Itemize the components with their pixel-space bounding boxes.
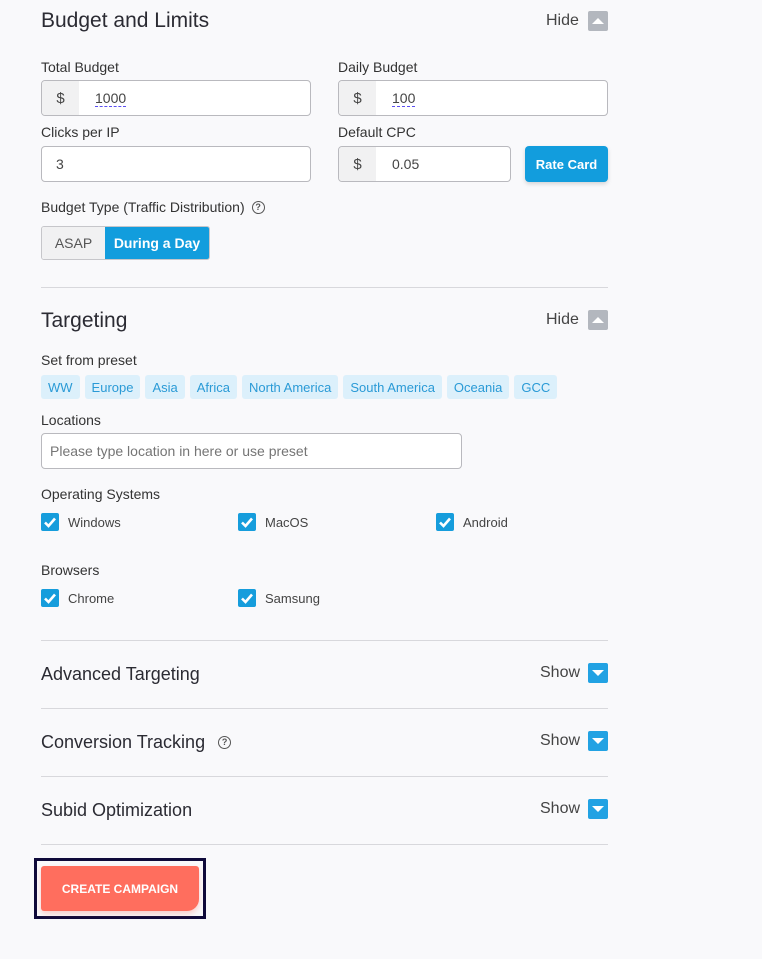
subid-optimization-title: Subid Optimization: [41, 800, 193, 820]
budget-type-toggle: ASAP During a Day: [41, 226, 210, 260]
dollar-prefix: $: [339, 147, 376, 181]
budget-type-during-a-day[interactable]: During a Day: [105, 227, 209, 259]
subid-optimization-show-toggle[interactable]: Show: [540, 799, 609, 819]
os-macos-checkbox[interactable]: MacOS: [238, 513, 308, 531]
os-android-label: Android: [463, 514, 508, 530]
chevron-up-icon: [587, 310, 608, 330]
help-icon[interactable]: ?: [251, 200, 265, 214]
budget-type-text: Budget Type (Traffic Distribution): [41, 199, 245, 215]
help-icon[interactable]: ?: [218, 735, 232, 749]
show-label: Show: [540, 800, 581, 817]
daily-budget-label: Daily Budget: [338, 59, 418, 75]
budget-type-label: Budget Type (Traffic Distribution) ?: [41, 198, 265, 216]
browser-samsung-checkbox[interactable]: Samsung: [238, 589, 320, 607]
preset-south-america[interactable]: South America: [343, 375, 442, 399]
preset-chips: WW Europe Asia Africa North America Sout…: [41, 375, 558, 399]
conversion-tracking-title: Conversion Tracking ?: [41, 729, 232, 755]
total-budget-label: Total Budget: [41, 59, 119, 75]
preset-north-america[interactable]: North America: [242, 375, 339, 399]
daily-budget-input[interactable]: $ 100: [338, 80, 608, 116]
browser-chrome-label: Chrome: [68, 590, 115, 606]
checkbox-checked-icon: [41, 589, 59, 607]
advanced-targeting-show-toggle[interactable]: Show: [540, 663, 609, 683]
show-label: Show: [540, 664, 581, 681]
conversion-tracking-show-toggle[interactable]: Show: [540, 731, 609, 751]
divider: [41, 640, 608, 641]
focus-outline: [34, 858, 206, 919]
default-cpc-label: Default CPC: [338, 124, 416, 140]
clicks-per-ip-input[interactable]: 3: [41, 146, 311, 182]
show-label: Show: [540, 732, 581, 749]
os-label: Operating Systems: [41, 486, 161, 502]
browsers-label: Browsers: [41, 562, 100, 578]
budget-type-asap[interactable]: ASAP: [42, 227, 105, 259]
targeting-section-title: Targeting: [41, 309, 128, 332]
divider: [41, 287, 608, 288]
chevron-down-icon: [588, 663, 609, 683]
chevron-down-icon: [588, 799, 609, 819]
checkbox-checked-icon: [41, 513, 59, 531]
clicks-per-ip-label: Clicks per IP: [41, 124, 120, 140]
dollar-prefix: $: [42, 81, 79, 115]
preset-africa[interactable]: Africa: [189, 375, 237, 399]
locations-input[interactable]: [41, 433, 462, 469]
default-cpc-input[interactable]: $ 0.05: [338, 146, 511, 182]
chevron-down-icon: [588, 731, 609, 751]
chevron-up-icon: [587, 11, 608, 31]
dollar-prefix: $: [339, 81, 376, 115]
os-windows-checkbox[interactable]: Windows: [41, 513, 121, 531]
budget-section-title: Budget and Limits: [41, 9, 210, 32]
total-budget-value: 1000: [95, 90, 127, 107]
rate-card-button[interactable]: Rate Card: [525, 146, 608, 182]
preset-asia[interactable]: Asia: [145, 375, 185, 399]
preset-gcc[interactable]: GCC: [514, 375, 558, 399]
preset-label: Set from preset: [41, 352, 137, 368]
os-macos-label: MacOS: [265, 514, 309, 530]
preset-europe[interactable]: Europe: [84, 375, 141, 399]
checkbox-checked-icon: [238, 589, 256, 607]
hide-label: Hide: [546, 12, 579, 29]
preset-ww[interactable]: WW: [41, 375, 80, 399]
browser-chrome-checkbox[interactable]: Chrome: [41, 589, 114, 607]
budget-hide-toggle[interactable]: Hide: [546, 11, 608, 31]
clicks-per-ip-value: 3: [56, 156, 64, 172]
browser-samsung-label: Samsung: [265, 590, 320, 606]
advanced-targeting-title: Advanced Targeting: [41, 664, 200, 684]
os-windows-label: Windows: [68, 514, 121, 530]
divider: [41, 844, 608, 845]
hide-label: Hide: [546, 311, 579, 328]
os-android-checkbox[interactable]: Android: [436, 513, 508, 531]
checkbox-checked-icon: [436, 513, 454, 531]
default-cpc-value: 0.05: [392, 156, 420, 172]
conversion-tracking-text: Conversion Tracking: [41, 732, 206, 752]
total-budget-input[interactable]: $ 1000: [41, 80, 311, 116]
daily-budget-value: 100: [392, 90, 416, 107]
checkbox-checked-icon: [238, 513, 256, 531]
targeting-hide-toggle[interactable]: Hide: [546, 310, 608, 330]
create-campaign-button[interactable]: CREATE CAMPAIGN: [41, 866, 199, 911]
divider: [41, 776, 608, 777]
locations-label: Locations: [41, 412, 101, 428]
preset-oceania[interactable]: Oceania: [446, 375, 510, 399]
divider: [41, 708, 608, 709]
